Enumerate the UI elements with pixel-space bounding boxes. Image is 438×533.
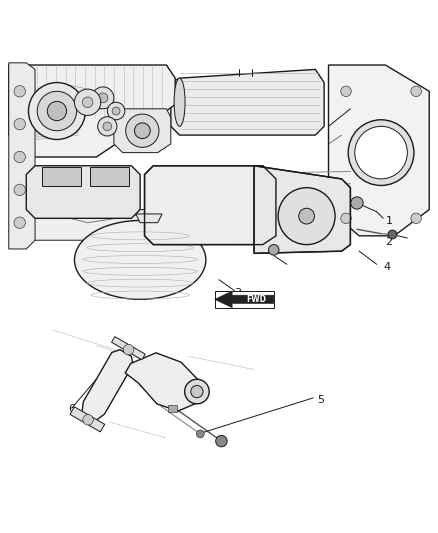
Circle shape — [37, 91, 77, 131]
Circle shape — [14, 118, 25, 130]
Circle shape — [92, 87, 114, 109]
Polygon shape — [9, 65, 175, 157]
Circle shape — [299, 208, 314, 224]
Circle shape — [112, 107, 120, 115]
Bar — [90, 167, 129, 187]
Polygon shape — [9, 209, 158, 240]
Bar — [168, 405, 177, 413]
Polygon shape — [215, 291, 274, 308]
Polygon shape — [114, 109, 171, 152]
Ellipse shape — [174, 78, 185, 126]
Circle shape — [47, 101, 67, 120]
Polygon shape — [145, 166, 276, 245]
Circle shape — [411, 86, 421, 96]
Polygon shape — [254, 166, 350, 253]
Circle shape — [134, 123, 150, 139]
Text: 1: 1 — [385, 215, 392, 225]
Circle shape — [268, 245, 279, 255]
Circle shape — [126, 114, 159, 147]
Circle shape — [278, 188, 335, 245]
Polygon shape — [70, 407, 105, 432]
Circle shape — [83, 415, 93, 425]
Circle shape — [341, 86, 351, 96]
Circle shape — [74, 89, 101, 115]
Circle shape — [355, 126, 407, 179]
Polygon shape — [112, 337, 145, 360]
Circle shape — [341, 213, 351, 223]
Circle shape — [348, 120, 414, 185]
Circle shape — [14, 217, 25, 229]
Polygon shape — [215, 291, 274, 308]
Circle shape — [196, 430, 204, 438]
Text: 3: 3 — [234, 288, 241, 298]
Circle shape — [388, 230, 397, 239]
Ellipse shape — [74, 221, 206, 300]
Bar — [42, 167, 81, 187]
Circle shape — [103, 122, 112, 131]
Circle shape — [14, 86, 25, 97]
Circle shape — [14, 151, 25, 163]
Polygon shape — [81, 350, 133, 423]
Circle shape — [28, 83, 85, 140]
Polygon shape — [171, 69, 324, 135]
Circle shape — [124, 344, 134, 355]
Circle shape — [185, 379, 209, 404]
Polygon shape — [136, 214, 162, 223]
Text: 5: 5 — [318, 395, 325, 405]
Text: 2: 2 — [385, 237, 392, 247]
Circle shape — [82, 97, 93, 108]
Circle shape — [351, 197, 363, 209]
Circle shape — [107, 102, 125, 120]
Circle shape — [216, 435, 227, 447]
Polygon shape — [328, 65, 429, 236]
Text: 6: 6 — [68, 404, 75, 414]
Polygon shape — [125, 353, 203, 411]
Circle shape — [14, 184, 25, 196]
Circle shape — [191, 385, 203, 398]
Text: FWD: FWD — [246, 295, 266, 304]
Circle shape — [98, 93, 108, 103]
Polygon shape — [26, 166, 140, 219]
Circle shape — [98, 117, 117, 136]
Polygon shape — [9, 63, 35, 249]
Circle shape — [411, 213, 421, 223]
Text: 4: 4 — [383, 262, 390, 271]
